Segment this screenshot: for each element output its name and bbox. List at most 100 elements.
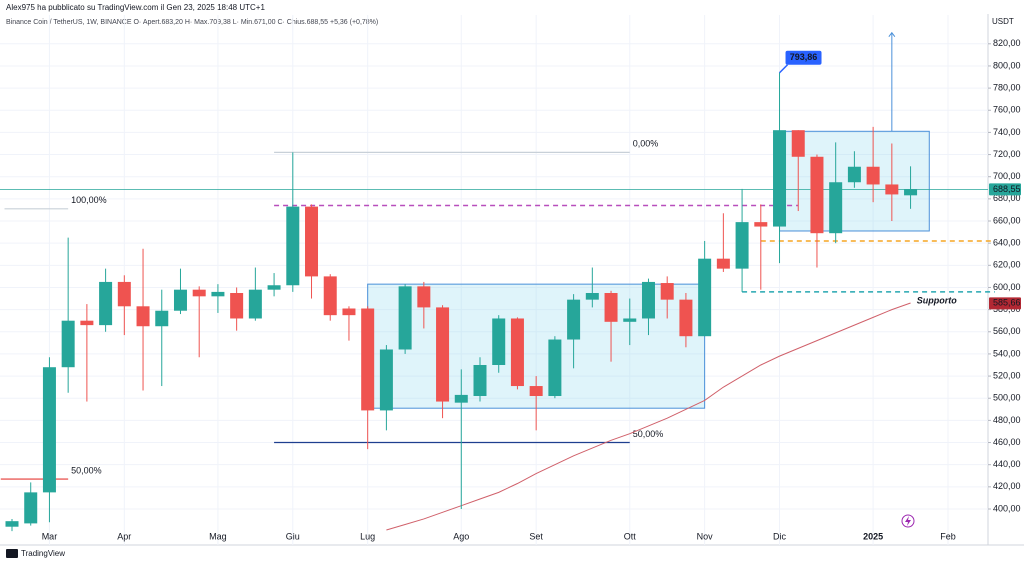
y-tick-label: 440,00	[993, 459, 1021, 469]
candle-body	[454, 394, 468, 403]
y-tick-label: 680,00	[993, 193, 1021, 203]
event-icon-bolt	[905, 516, 911, 526]
x-tick-label: Feb	[940, 531, 956, 541]
moving-average	[386, 302, 911, 531]
candle-body	[436, 307, 450, 402]
y-tick-label: 480,00	[993, 415, 1021, 425]
x-tick-label: Mag	[209, 531, 227, 541]
callout-box	[785, 50, 822, 65]
candle-body	[510, 318, 524, 387]
y-tick-label: 500,00	[993, 393, 1021, 403]
x-tick-label: Nov	[697, 531, 714, 541]
candle-body	[810, 156, 824, 234]
y-tick-label: 720,00	[993, 149, 1021, 159]
candle-body	[473, 365, 487, 397]
y-tick-label: 660,00	[993, 215, 1021, 225]
ma-price-badge	[989, 297, 1021, 310]
x-tick-label: Apr	[117, 531, 131, 541]
candle-body	[323, 276, 337, 316]
candle-body	[211, 291, 225, 297]
y-tick-label: 520,00	[993, 370, 1021, 380]
candle-body	[847, 166, 861, 183]
logo	[6, 549, 18, 558]
candle-body	[604, 293, 618, 322]
level-label: 0,00%	[633, 139, 659, 149]
y-tick-label: 540,00	[993, 348, 1021, 358]
candle-body	[24, 492, 38, 524]
y-unit: USDT	[992, 17, 1014, 26]
callout-pointer	[778, 64, 789, 74]
y-tick-label: 780,00	[993, 82, 1021, 92]
y-tick-label: 460,00	[993, 437, 1021, 447]
x-tick-label: Ago	[453, 531, 469, 541]
x-tick-label: Set	[529, 531, 543, 541]
callout-label: 793,86	[790, 52, 818, 62]
y-tick-label: 560,00	[993, 326, 1021, 336]
candle-body	[904, 189, 918, 196]
y-tick-label: 400,00	[993, 503, 1021, 513]
candle-body	[192, 289, 206, 297]
y-tick-label: 700,00	[993, 171, 1021, 181]
candle-body	[754, 222, 768, 227]
y-tick-label: 800,00	[993, 60, 1021, 70]
level-label: 50,00%	[633, 429, 664, 439]
candle-body	[42, 367, 56, 493]
candle-body	[342, 308, 356, 316]
ma-price-label: 585,66	[993, 298, 1021, 308]
candle-body	[99, 281, 113, 326]
x-tick-label: Lug	[360, 531, 375, 541]
candle-body	[61, 320, 75, 368]
candle-body	[773, 130, 787, 227]
x-tick-label: Giu	[286, 531, 300, 541]
candle-body	[698, 258, 712, 337]
candle-body	[136, 306, 150, 327]
candle-body	[641, 281, 655, 319]
chart-title: Alex975 ha pubblicato su TradingView.com…	[6, 3, 265, 12]
candle-body	[529, 386, 543, 397]
x-tick-label: 2025	[863, 531, 883, 541]
candle-body	[679, 299, 693, 337]
candle-body	[791, 130, 805, 157]
candle-body	[267, 285, 281, 290]
candle-body	[548, 339, 562, 397]
candle-body	[885, 184, 899, 195]
candle-body	[117, 281, 131, 307]
candle-body	[5, 521, 19, 527]
candle-body	[286, 206, 300, 286]
candle-body	[623, 318, 637, 322]
level-label: Supporto	[917, 295, 957, 305]
y-tick-label: 620,00	[993, 260, 1021, 270]
candle-body	[829, 182, 843, 234]
y-tick-label: 760,00	[993, 105, 1021, 115]
candle-body	[417, 286, 431, 308]
candle-body	[230, 293, 244, 319]
candle-body	[155, 310, 169, 327]
candle-body	[80, 320, 94, 326]
y-tick-label: 640,00	[993, 238, 1021, 248]
candle-body	[379, 349, 393, 411]
candle-body	[361, 308, 375, 411]
y-tick-label: 820,00	[993, 38, 1021, 48]
candle-body	[716, 258, 730, 269]
last-price-label: 688,55	[993, 184, 1021, 194]
candle-body	[585, 293, 599, 300]
event-icon	[901, 514, 915, 528]
candle-body	[173, 289, 187, 311]
level-label: 100,00%	[71, 195, 107, 205]
candle-body	[398, 286, 412, 350]
candle-body	[305, 206, 319, 277]
candle-body	[660, 283, 674, 300]
candle-body	[248, 289, 262, 319]
last-price-badge	[989, 183, 1021, 196]
arrow-head	[888, 31, 896, 38]
x-tick-label: Ott	[624, 531, 637, 541]
candle-body	[735, 222, 749, 269]
watermark: TradingView	[21, 549, 65, 558]
level-label: 50,00%	[71, 465, 102, 475]
y-tick-label: 420,00	[993, 481, 1021, 491]
x-tick-label: Dic	[773, 531, 786, 541]
chart-subtitle: Binance Coin / TetherUS, 1W, BINANCE O· …	[6, 19, 378, 26]
candle-body	[567, 299, 581, 340]
